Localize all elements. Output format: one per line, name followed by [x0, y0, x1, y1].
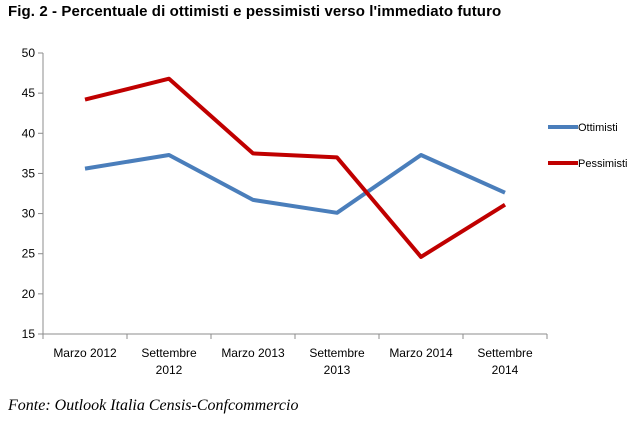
- x-tick-label-line: 2014: [492, 363, 519, 377]
- y-tick-label: 30: [22, 207, 36, 221]
- chart-series: [84, 76, 507, 259]
- x-tick-label: Settembre 2014: [477, 346, 533, 377]
- x-tick-label: Marzo 2012: [53, 346, 117, 360]
- x-tick-label-line: 2012: [156, 363, 183, 377]
- y-tick-label: 40: [22, 126, 36, 140]
- x-tick-label-line: Marzo 2014: [389, 346, 453, 360]
- x-tick-label-line: Settembre: [477, 346, 533, 360]
- x-tick-label: Settembre 2013: [309, 346, 365, 377]
- y-tick-label: 50: [22, 46, 36, 60]
- x-tick-label: Settembre 2012: [141, 346, 197, 377]
- series-line-pessimisti: [84, 76, 507, 259]
- y-tick-label: 25: [22, 247, 36, 261]
- x-tick-label-line: Settembre: [309, 346, 365, 360]
- figure-source: Fonte: Outlook Italia Censis-Confcommerc…: [8, 397, 299, 414]
- line-chart: 15 20 25 30 35 40 45 50 Marzo 2012 Settembre 2012 M…: [22, 46, 628, 377]
- x-tick-label: Marzo 2013: [221, 346, 285, 360]
- x-tick-label-line: 2013: [324, 363, 351, 377]
- series-line-ottimisti: [84, 153, 506, 215]
- y-tick-label: 20: [22, 287, 36, 301]
- x-tick-label-line: Marzo 2012: [53, 346, 117, 360]
- x-tick-label: Marzo 2014: [389, 346, 453, 360]
- x-tick-label-line: Marzo 2013: [221, 346, 285, 360]
- chart-axes: 15 20 25 30 35 40 45 50 Marzo 2012 Settembre 2012 M…: [22, 46, 548, 377]
- chart-legend: Ottimisti Pessimisti: [548, 122, 628, 170]
- figure-title: Fig. 2 - Percentuale di ottimisti e pess…: [8, 3, 502, 20]
- y-tick-label: 15: [22, 327, 36, 341]
- legend-label-ottimisti: Ottimisti: [578, 122, 618, 134]
- x-tick-label-line: Settembre: [141, 346, 197, 360]
- legend-label-pessimisti: Pessimisti: [578, 158, 628, 170]
- y-tick-label: 35: [22, 166, 36, 180]
- y-tick-label: 45: [22, 86, 36, 100]
